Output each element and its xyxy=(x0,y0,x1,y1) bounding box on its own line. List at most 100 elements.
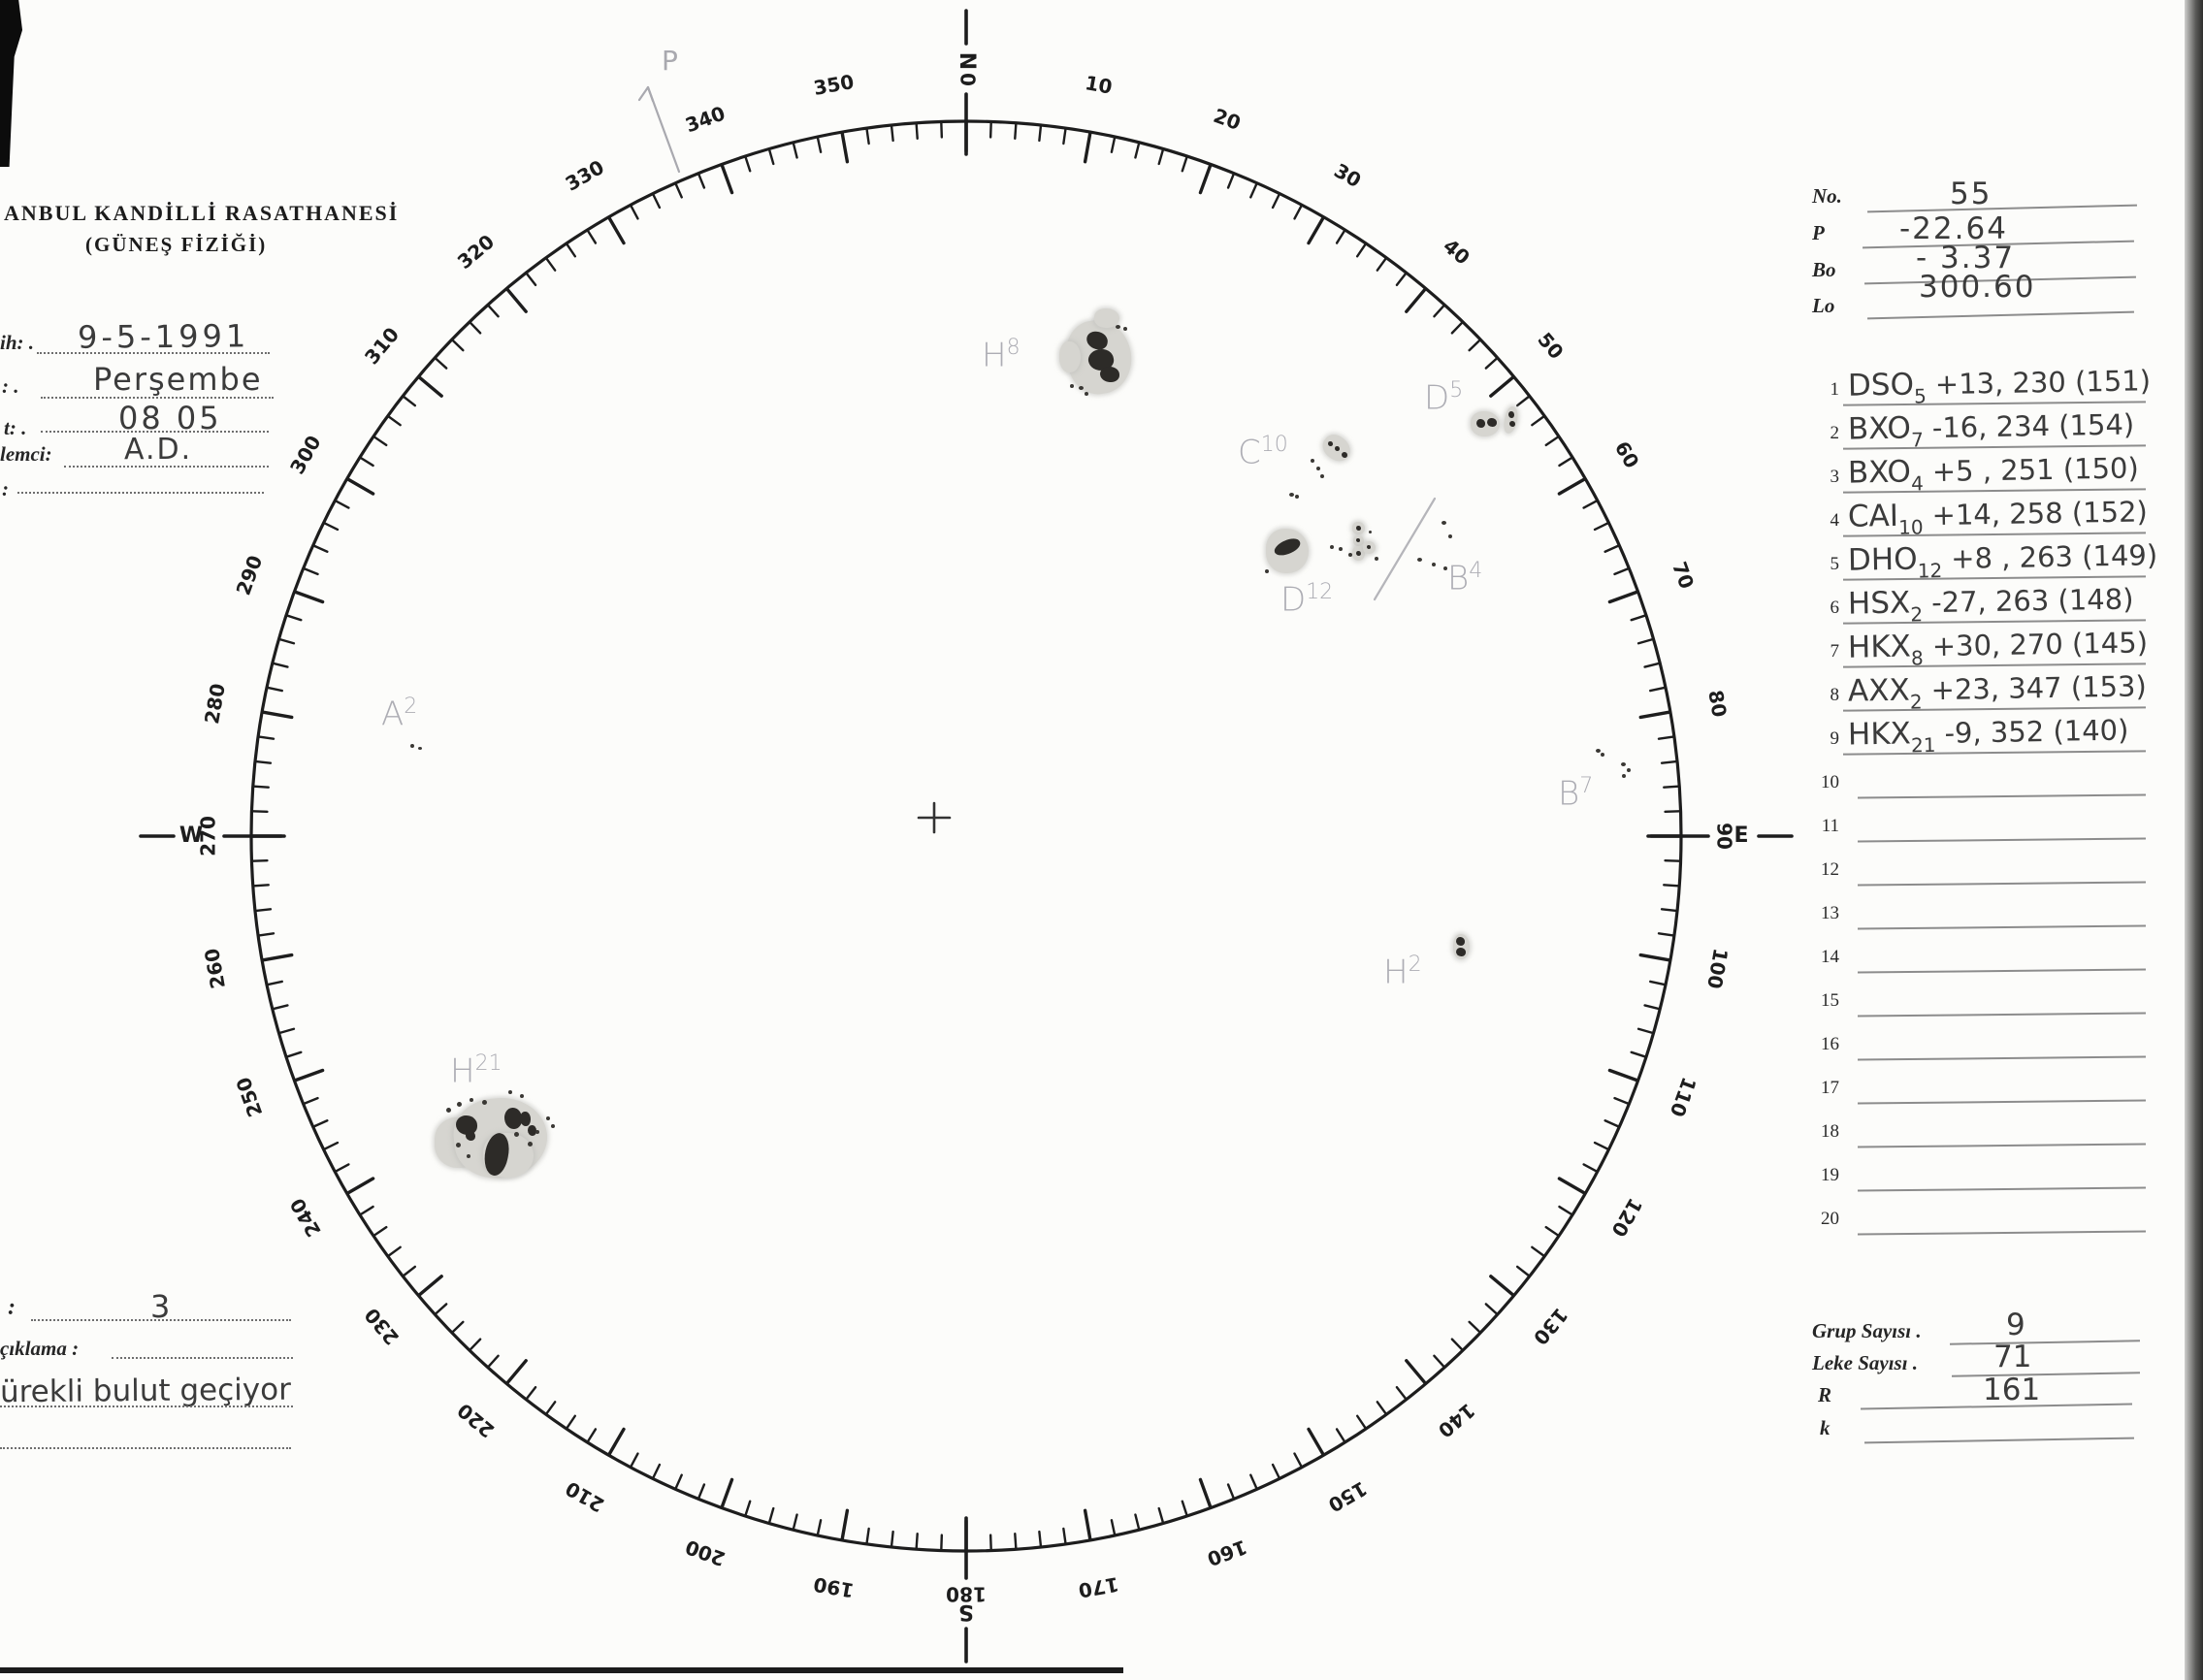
tick-238-deg xyxy=(359,1205,374,1216)
tick-120-deg xyxy=(1557,1177,1587,1195)
day-line xyxy=(41,397,274,399)
time-value: 08 05 xyxy=(118,400,222,436)
group-label-H21: H21 xyxy=(450,1051,502,1091)
group-row-number-7: 7 xyxy=(1830,641,1840,662)
sunspot-u-D12 xyxy=(1367,545,1371,549)
sunspot-d-H21 xyxy=(546,1116,550,1120)
sunspot-u-D12 xyxy=(1356,526,1361,531)
tick-348-deg xyxy=(816,136,823,153)
sunspot-u-H2 xyxy=(1456,937,1465,946)
sunspot-d-H21 xyxy=(551,1124,555,1128)
tick-38-deg xyxy=(1395,272,1408,287)
aciklama-line xyxy=(112,1357,293,1359)
group-row-line-19 xyxy=(1857,1186,2147,1192)
tick-112-deg xyxy=(1613,1096,1630,1105)
group-label-C10: C10 xyxy=(1238,433,1288,472)
group-row-line-14 xyxy=(1857,968,2147,974)
tick-140-deg xyxy=(1405,1359,1427,1385)
sunspot-d-H21 xyxy=(514,1132,519,1137)
lo-value: 300.60 xyxy=(1919,270,2036,305)
tick-122-deg xyxy=(1558,1205,1573,1216)
sunspot-d-B7 xyxy=(1622,774,1626,778)
tick-50-deg xyxy=(1489,375,1515,398)
tick-56-deg xyxy=(1544,436,1560,447)
cardinal-letter-W: W xyxy=(179,824,203,848)
tick-266-deg xyxy=(252,884,270,888)
tick-152-deg xyxy=(1293,1452,1303,1469)
tick-356-deg xyxy=(915,122,919,140)
tick-194-deg xyxy=(792,1513,798,1531)
group-row-number-6: 6 xyxy=(1830,598,1840,618)
tick-336-deg xyxy=(674,182,683,199)
tick-346-deg xyxy=(792,142,798,159)
tick-210-deg xyxy=(607,1427,626,1457)
tick-198-deg xyxy=(744,1500,752,1517)
tick-274-deg xyxy=(252,785,270,789)
tick-252-deg xyxy=(285,1050,303,1058)
tick-304-deg xyxy=(373,436,388,447)
group-row-number-9: 9 xyxy=(1830,728,1840,749)
tick-142-deg xyxy=(1395,1385,1408,1401)
tick-134-deg xyxy=(1468,1320,1481,1334)
sunspot-d-H8 xyxy=(1079,386,1084,390)
sunspot-d-H21 xyxy=(520,1094,524,1098)
tick-334-deg xyxy=(652,193,662,210)
tick-268-deg xyxy=(251,858,269,862)
sunspot-d-B4 xyxy=(1417,558,1422,562)
group-row-number-8: 8 xyxy=(1830,685,1840,705)
tick-200-deg xyxy=(720,1477,734,1509)
sunspot-d-A2 xyxy=(418,747,422,750)
cardinal-letter-E: E xyxy=(1733,824,1748,848)
tick-60-deg xyxy=(1557,477,1587,496)
sunspot-d-B7 xyxy=(1621,762,1626,766)
tick-306-deg xyxy=(387,415,402,427)
sunspot-u-H21 xyxy=(528,1125,536,1136)
tick-8-deg xyxy=(1062,127,1067,145)
quality-label: : xyxy=(8,1295,16,1320)
tick-174-deg xyxy=(1038,1530,1043,1548)
tick-32-deg xyxy=(1335,229,1346,244)
sunspot-d-B4 xyxy=(1442,521,1446,525)
tick-248-deg xyxy=(303,1096,319,1105)
group-row-number-14: 14 xyxy=(1821,947,1839,967)
tick-104-deg xyxy=(1643,1004,1661,1011)
tick-54-deg xyxy=(1531,415,1545,427)
tick-132-deg xyxy=(1484,1303,1499,1315)
p-arrow-label: P xyxy=(662,45,678,77)
sunspot-d-H21 xyxy=(482,1100,487,1105)
note-underline xyxy=(0,1405,293,1407)
extra-field-label: : xyxy=(2,477,9,501)
cardinal-degree-N: 0 xyxy=(956,73,980,86)
group-row-number-2: 2 xyxy=(1830,423,1840,443)
sunspot-u-H21 xyxy=(456,1115,477,1135)
tick-244-deg xyxy=(323,1141,340,1150)
tick-102-deg xyxy=(1649,980,1667,986)
sunspot-u-H21 xyxy=(504,1108,522,1129)
group-row-line-20 xyxy=(1857,1230,2147,1236)
day-value: Perşembe xyxy=(93,361,263,398)
tick-86-deg xyxy=(1663,785,1680,789)
tick-282-deg xyxy=(266,686,283,693)
tick-296-deg xyxy=(323,522,340,532)
tick-14-deg xyxy=(1134,142,1141,159)
sunspot-u-D12 xyxy=(1356,538,1360,542)
tick-338-deg xyxy=(697,173,706,189)
tick-128-deg xyxy=(1515,1265,1531,1277)
date-line xyxy=(37,352,270,354)
grup-sayisi-value: 9 xyxy=(2006,1308,2025,1342)
tick-246-deg xyxy=(312,1119,329,1128)
tick-186-deg xyxy=(890,1530,894,1548)
tick-196-deg xyxy=(767,1506,775,1524)
group-row-line-16 xyxy=(1857,1055,2147,1061)
tick-110-deg xyxy=(1607,1068,1639,1082)
leke-sayisi-label: Leke Sayısı . xyxy=(1812,1351,1919,1374)
tick-70-deg xyxy=(1607,590,1639,604)
quality-value: 3 xyxy=(150,1288,171,1325)
group-row-number-15: 15 xyxy=(1821,990,1839,1011)
tick-40-deg xyxy=(1405,287,1427,313)
sunspot-u-D5 xyxy=(1509,421,1515,427)
note-extra-line xyxy=(0,1447,291,1449)
tick-280-deg xyxy=(261,710,294,720)
tick-136-deg xyxy=(1450,1338,1464,1351)
